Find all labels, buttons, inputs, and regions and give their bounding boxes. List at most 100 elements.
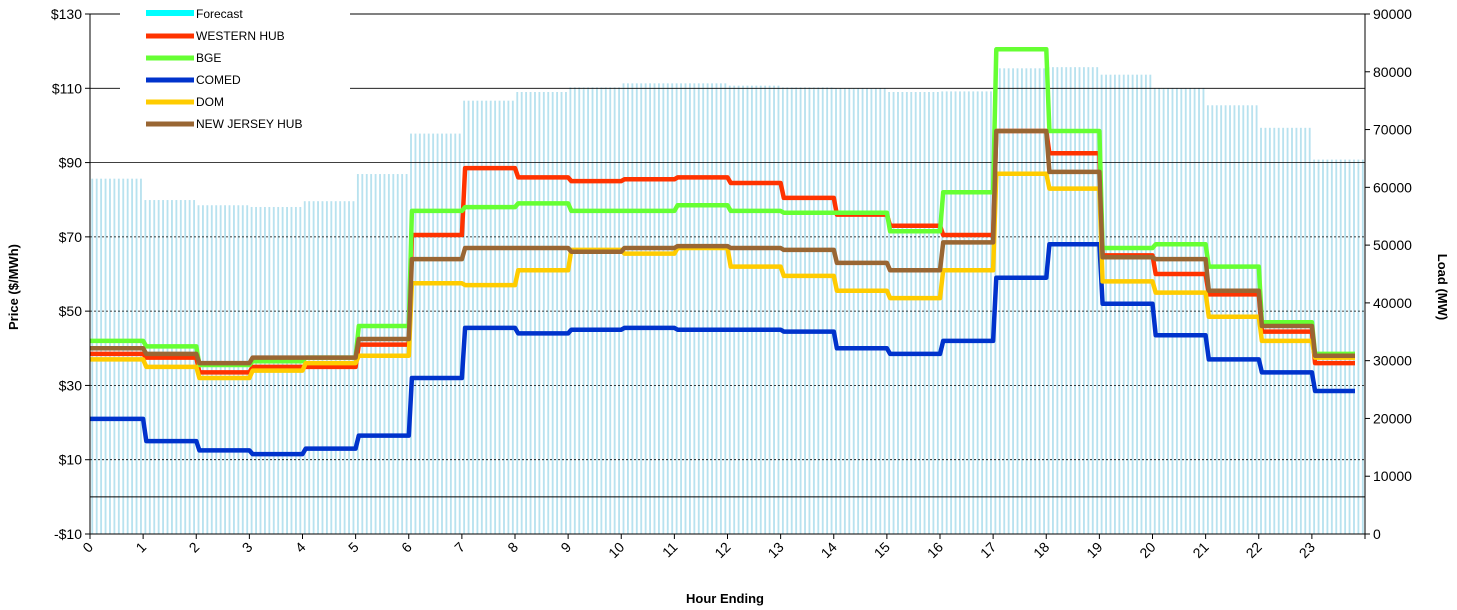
- forecast-bar: [972, 91, 975, 535]
- x-tick-label: 23: [1296, 539, 1318, 561]
- forecast-bar: [604, 87, 607, 534]
- forecast-bar: [1206, 105, 1209, 534]
- y2-tick-label: 90000: [1373, 6, 1412, 22]
- forecast-bar: [432, 133, 435, 534]
- forecast-bar: [1175, 87, 1178, 535]
- forecast-bar-hour: [622, 83, 674, 534]
- y-tick-label: $130: [51, 6, 82, 22]
- forecast-bar: [764, 85, 767, 534]
- x-tick-label: 0: [79, 539, 96, 556]
- forecast-bar: [1180, 87, 1183, 535]
- forecast-bar: [848, 88, 851, 534]
- forecast-bar: [511, 100, 514, 535]
- forecast-bar: [950, 91, 953, 535]
- forecast-bar: [1339, 159, 1342, 534]
- forecast-bar: [1082, 67, 1085, 534]
- forecast-bar: [755, 85, 758, 534]
- forecast-bar: [945, 91, 948, 535]
- forecast-bar: [1184, 87, 1187, 535]
- forecast-bar-hour: [994, 68, 1046, 534]
- forecast-bar: [786, 87, 789, 534]
- forecast-bar: [560, 92, 563, 534]
- forecast-bar: [1357, 159, 1360, 534]
- forecast-bar: [1220, 105, 1223, 534]
- forecast-bar: [746, 85, 749, 534]
- forecast-bar: [538, 92, 541, 534]
- forecast-bar: [228, 205, 231, 535]
- y-tick-label: $70: [59, 229, 83, 245]
- y2-tick-label: 80000: [1373, 64, 1412, 80]
- forecast-bar: [1215, 105, 1218, 534]
- forecast-bar: [1167, 87, 1169, 535]
- forecast-bar-hour: [197, 205, 249, 535]
- forecast-bar: [688, 83, 691, 534]
- forecast-bar: [742, 85, 744, 534]
- load-axis-ticks: 90000 80000 70000 60000 50000 40000 30000 20000…: [1365, 6, 1412, 542]
- y2-tick-label: 0: [1373, 526, 1381, 542]
- forecast-bar: [1251, 105, 1254, 534]
- forecast-bar: [635, 83, 638, 534]
- y-axis-title: Price ($/MWh): [6, 244, 21, 330]
- forecast-bar: [879, 88, 882, 534]
- forecast-bar: [104, 178, 107, 535]
- forecast-bar: [573, 87, 576, 534]
- forecast-bar: [436, 133, 439, 534]
- forecast-bar: [795, 87, 798, 534]
- x-tick-label: 2: [186, 539, 203, 556]
- forecast-bar: [1029, 68, 1032, 534]
- forecast-bar: [1091, 67, 1094, 534]
- legend-item: COMED: [146, 73, 241, 87]
- forecast-bar: [237, 205, 240, 535]
- forecast-bar: [936, 92, 939, 534]
- forecast-bar: [1211, 105, 1214, 534]
- legend-item: WESTERN HUB: [146, 29, 285, 43]
- forecast-bar: [1047, 67, 1050, 534]
- forecast-bar: [715, 83, 718, 534]
- forecast-bar: [852, 88, 855, 534]
- forecast-bar: [843, 88, 846, 534]
- forecast-bar: [839, 88, 842, 534]
- forecast-bar: [600, 87, 603, 534]
- forecast-bar: [449, 133, 452, 534]
- forecast-bar: [618, 87, 621, 534]
- series-line: [90, 242, 1355, 457]
- x-tick-label: 7: [451, 539, 468, 556]
- forecast-bar: [1322, 159, 1324, 534]
- legend-label: Forecast: [196, 7, 243, 21]
- hour-axis-ticks: 0 1 2 3 4 5 6 7 8 9 10 11 12 13 14 15 16 17 18 19 20 21 22 23: [79, 534, 1366, 561]
- x-tick-label: 12: [711, 539, 733, 561]
- forecast-bar: [644, 83, 647, 534]
- forecast-bar: [830, 87, 833, 534]
- forecast-bar: [928, 92, 930, 534]
- forecast-bar: [684, 83, 687, 534]
- forecast-bar: [472, 100, 474, 535]
- forecast-bar: [777, 85, 780, 534]
- forecast-bar: [1074, 67, 1076, 534]
- x-tick-label: 22: [1243, 539, 1265, 561]
- forecast-bar: [759, 85, 762, 534]
- forecast-bar: [671, 83, 674, 534]
- x-tick-label: 8: [504, 539, 521, 556]
- forecast-bar: [804, 87, 806, 534]
- forecast-bar: [963, 91, 966, 535]
- forecast-bar: [781, 87, 784, 534]
- forecast-bar: [1255, 105, 1258, 534]
- forecast-bar: [976, 91, 979, 535]
- forecast-bar: [140, 178, 142, 535]
- x-tick-label: 19: [1083, 539, 1105, 561]
- forecast-bar-hour: [410, 133, 461, 534]
- forecast-bar: [919, 92, 922, 534]
- forecast-bar: [812, 87, 815, 534]
- x-tick-label: 17: [977, 539, 999, 561]
- forecast-bar: [565, 92, 567, 534]
- forecast-bar: [135, 178, 138, 535]
- forecast-bar: [1233, 105, 1236, 534]
- forecast-bar: [591, 87, 594, 534]
- forecast-bar: [1069, 67, 1072, 534]
- forecast-bar: [525, 92, 528, 534]
- forecast-bar: [883, 88, 886, 534]
- forecast-bar-hour: [675, 83, 727, 534]
- y-tick-label: $50: [59, 303, 83, 319]
- forecast-bar: [126, 178, 129, 535]
